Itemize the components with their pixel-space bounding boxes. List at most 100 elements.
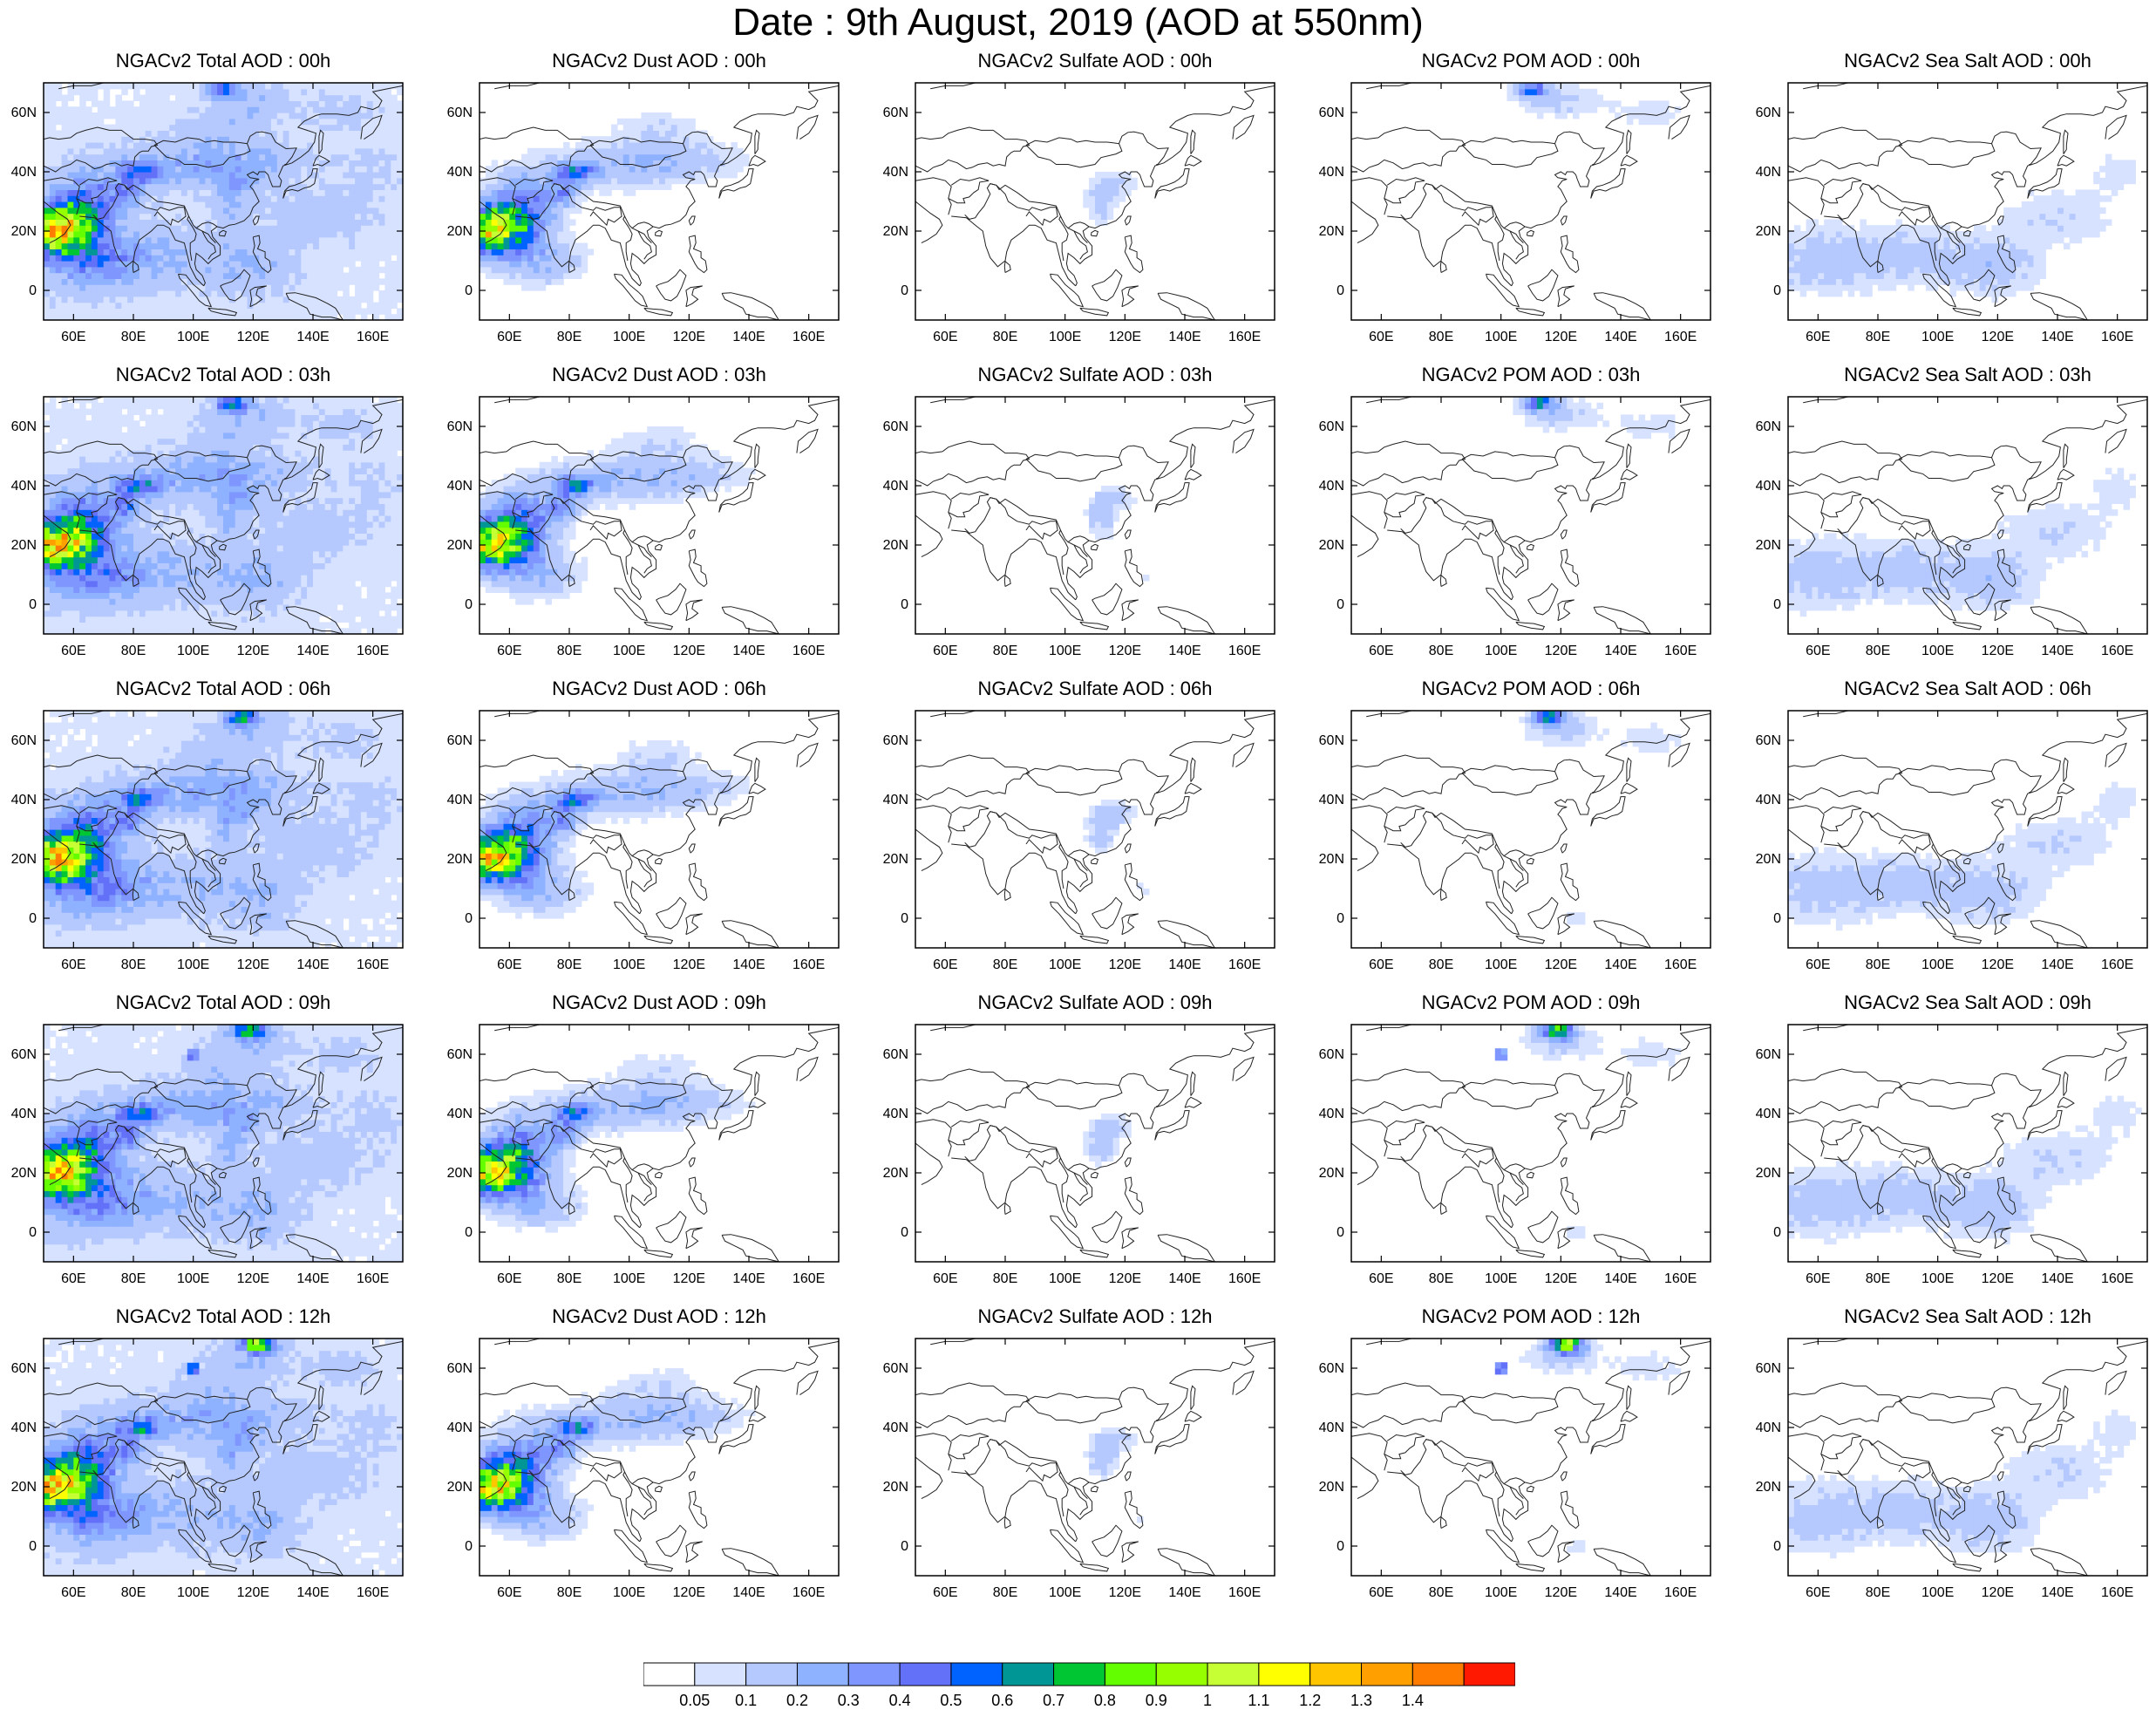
lon-tick-label: 60E bbox=[1806, 644, 1830, 658]
lat-tick-label: 60N bbox=[447, 733, 473, 748]
lon-tick-label: 160E bbox=[792, 644, 825, 658]
lon-tick-label: 100E bbox=[613, 644, 645, 658]
lon-tick-label: 80E bbox=[993, 957, 1017, 972]
lon-tick-label: 80E bbox=[1866, 1271, 1890, 1286]
lon-tick-label: 120E bbox=[1982, 1271, 2014, 1286]
lat-tick-label: 20N bbox=[1319, 538, 1344, 553]
lat-tick-label: 40N bbox=[11, 793, 37, 807]
lon-tick-label: 160E bbox=[357, 957, 389, 972]
lon-tick-label: 140E bbox=[2041, 644, 2073, 658]
lon-tick-label: 60E bbox=[61, 1585, 85, 1600]
panel-title: NGACv2 Sea Salt AOD : 09h bbox=[1788, 991, 2147, 1014]
lon-tick-label: 120E bbox=[1545, 644, 1577, 658]
lon-tick-label: 160E bbox=[357, 1271, 389, 1286]
lon-tick-label: 80E bbox=[1429, 644, 1453, 658]
lon-tick-label: 100E bbox=[613, 1585, 645, 1600]
lon-tick-label: 120E bbox=[237, 957, 269, 972]
lon-tick-label: 160E bbox=[792, 957, 825, 972]
colorbar-swatch bbox=[746, 1663, 798, 1686]
aod-field bbox=[1083, 800, 1149, 895]
lat-tick-label: 40N bbox=[883, 1107, 908, 1121]
panel-title: NGACv2 POM AOD : 06h bbox=[1351, 678, 1711, 700]
lon-tick-label: 160E bbox=[1228, 1271, 1261, 1286]
lat-tick-label: 20N bbox=[447, 1480, 473, 1495]
lat-tick-label: 60N bbox=[11, 1047, 37, 1062]
panel-title: NGACv2 Sea Salt AOD : 00h bbox=[1788, 50, 2147, 72]
lon-tick-label: 140E bbox=[1168, 644, 1200, 658]
lat-tick-label: 60N bbox=[447, 1047, 473, 1062]
lat-tick-label: 0 bbox=[1336, 911, 1344, 926]
panel-title: NGACv2 Total AOD : 03h bbox=[44, 364, 403, 386]
lat-tick-label: 0 bbox=[901, 283, 908, 298]
lon-tick-label: 160E bbox=[357, 330, 389, 344]
colorbar-label: 0.5 bbox=[940, 1692, 962, 1710]
colorbar-swatch bbox=[1412, 1663, 1464, 1686]
lat-tick-label: 40N bbox=[447, 1420, 473, 1435]
lon-tick-label: 60E bbox=[933, 1585, 957, 1600]
panel-title: NGACv2 Dust AOD : 00h bbox=[479, 50, 839, 72]
lat-tick-label: 40N bbox=[883, 165, 908, 180]
lon-tick-label: 80E bbox=[557, 644, 582, 658]
lat-tick-label: 40N bbox=[1319, 1420, 1344, 1435]
lat-tick-label: 0 bbox=[901, 1539, 908, 1554]
panel-title: NGACv2 Total AOD : 06h bbox=[44, 678, 403, 700]
colorbar-label: 1 bbox=[1203, 1692, 1212, 1710]
lon-tick-label: 100E bbox=[613, 1271, 645, 1286]
lat-tick-label: 20N bbox=[883, 224, 908, 239]
lat-tick-label: 20N bbox=[11, 224, 37, 239]
lat-tick-label: 40N bbox=[1756, 479, 1781, 494]
colorbar-label: 1.3 bbox=[1350, 1692, 1372, 1710]
lon-tick-label: 120E bbox=[237, 644, 269, 658]
lat-tick-label: 60N bbox=[1756, 1047, 1781, 1062]
lat-tick-label: 20N bbox=[883, 538, 908, 553]
lon-tick-label: 160E bbox=[792, 1585, 825, 1600]
lat-tick-label: 40N bbox=[1319, 793, 1344, 807]
lon-tick-label: 120E bbox=[673, 1585, 705, 1600]
panel-title: NGACv2 POM AOD : 12h bbox=[1351, 1305, 1711, 1328]
lon-tick-label: 80E bbox=[1866, 957, 1890, 972]
lon-tick-label: 160E bbox=[1664, 957, 1697, 972]
lon-tick-label: 60E bbox=[497, 1271, 521, 1286]
lat-tick-label: 0 bbox=[29, 1225, 37, 1240]
lon-tick-label: 80E bbox=[1429, 1271, 1453, 1286]
lon-tick-label: 80E bbox=[1429, 1585, 1453, 1600]
lon-tick-label: 100E bbox=[1921, 1585, 1954, 1600]
colorbar-label: 0.05 bbox=[679, 1692, 710, 1710]
panel-title: NGACv2 Sea Salt AOD : 06h bbox=[1788, 678, 2147, 700]
lon-tick-label: 120E bbox=[237, 1271, 269, 1286]
lat-tick-label: 60N bbox=[1319, 1361, 1344, 1376]
colorbar-swatch bbox=[1362, 1663, 1413, 1686]
lat-tick-label: 20N bbox=[883, 1166, 908, 1181]
lat-tick-label: 60N bbox=[447, 1361, 473, 1376]
lon-tick-label: 140E bbox=[732, 644, 765, 658]
lon-tick-label: 60E bbox=[933, 644, 957, 658]
aod-field bbox=[44, 1025, 404, 1263]
lat-tick-label: 60N bbox=[1756, 733, 1781, 748]
lat-tick-label: 40N bbox=[447, 793, 473, 807]
colorbar-swatch bbox=[848, 1663, 900, 1686]
lon-tick-label: 140E bbox=[2041, 330, 2073, 344]
colorbar-swatch bbox=[797, 1663, 848, 1686]
lon-tick-label: 120E bbox=[1545, 330, 1577, 344]
colorbar-label: 0.1 bbox=[735, 1692, 757, 1710]
aod-field bbox=[479, 112, 750, 291]
lon-tick-label: 160E bbox=[357, 644, 389, 658]
colorbar bbox=[643, 1662, 1515, 1688]
lat-tick-label: 20N bbox=[1319, 1480, 1344, 1495]
lon-tick-label: 80E bbox=[121, 330, 146, 344]
lat-tick-label: 0 bbox=[465, 1539, 473, 1554]
lon-tick-label: 100E bbox=[1049, 1271, 1081, 1286]
lat-tick-label: 0 bbox=[1773, 1225, 1781, 1240]
colorbar-swatch bbox=[1054, 1663, 1105, 1686]
lon-tick-label: 60E bbox=[933, 1271, 957, 1286]
lon-tick-label: 100E bbox=[1049, 330, 1081, 344]
